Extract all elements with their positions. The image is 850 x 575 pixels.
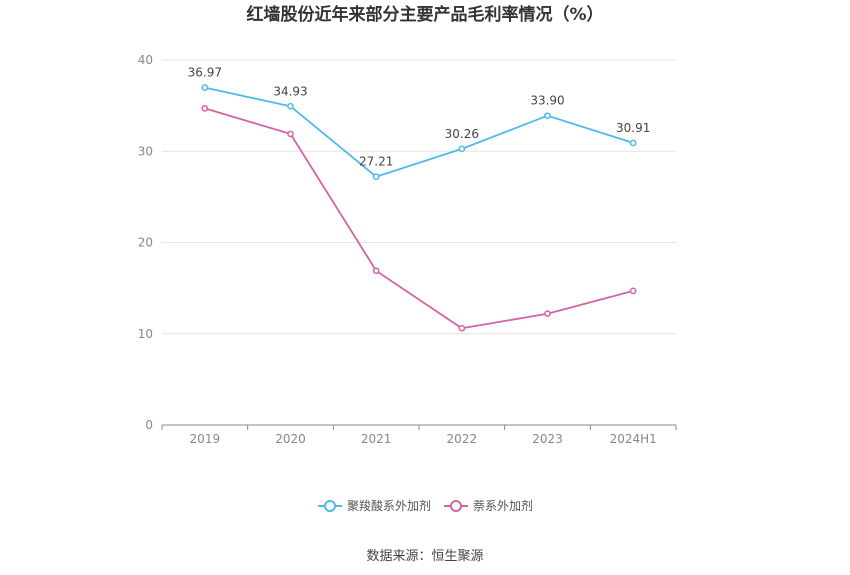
data-point: [372, 267, 380, 275]
data-point: [629, 287, 637, 295]
x-tick-label: 2021: [361, 432, 392, 446]
legend-marker-icon: [324, 500, 336, 512]
data-label: 30.91: [616, 121, 650, 135]
x-tick-label: 2020: [275, 432, 306, 446]
legend-marker-icon: [450, 500, 462, 512]
x-tick-label: 2022: [447, 432, 478, 446]
legend-item[interactable]: 萘系外加剂: [444, 498, 533, 513]
x-tick-label: 2019: [190, 432, 221, 446]
data-point: [629, 139, 637, 147]
y-tick-label: 10: [138, 327, 153, 341]
data-label: 36.97: [188, 66, 222, 80]
data-point: [287, 102, 294, 110]
y-tick-label: 30: [138, 144, 153, 158]
series-points: [201, 84, 637, 332]
data-label: 33.90: [530, 94, 564, 108]
y-tick-label: 20: [138, 236, 153, 250]
data-label: 27.21: [359, 155, 393, 169]
data-point: [287, 130, 294, 138]
series-line-1: [204, 107, 634, 330]
data-point: [458, 145, 466, 153]
x-axis: [161, 424, 677, 430]
data-point: [544, 310, 551, 318]
series-lines: [204, 86, 634, 330]
legend[interactable]: 聚羧酸系外加剂 萘系外加剂: [318, 498, 533, 513]
legend-label: 萘系外加剂: [473, 498, 533, 513]
y-tick-label: 0: [145, 418, 153, 432]
chart-title: 红墙股份近年来部分主要产品毛利率情况（%）: [246, 4, 603, 25]
y-axis: 0 10 20 30 40: [138, 53, 153, 432]
data-labels: 36.97 34.93 27.21 30.26 33.90 30.91: [188, 66, 651, 169]
data-point: [201, 105, 209, 112]
data-label: 34.93: [273, 84, 307, 98]
source-note: 数据来源：恒生聚源: [366, 549, 483, 564]
y-tick-label: 40: [138, 53, 153, 67]
grid: [162, 59, 676, 335]
data-point: [372, 173, 380, 181]
data-point: [544, 112, 551, 120]
legend-item[interactable]: 聚羧酸系外加剂: [318, 498, 431, 513]
data-label: 30.26: [445, 127, 479, 141]
series-line-0: [204, 86, 634, 178]
data-point: [458, 324, 466, 332]
legend-label: 聚羧酸系外加剂: [347, 498, 431, 513]
data-point: [201, 84, 209, 91]
x-tick-labels: 2019 2020 2021 2022 2023 2024H1: [190, 432, 657, 446]
x-tick-label: 2023: [532, 432, 563, 446]
x-tick-label: 2024H1: [610, 432, 657, 446]
